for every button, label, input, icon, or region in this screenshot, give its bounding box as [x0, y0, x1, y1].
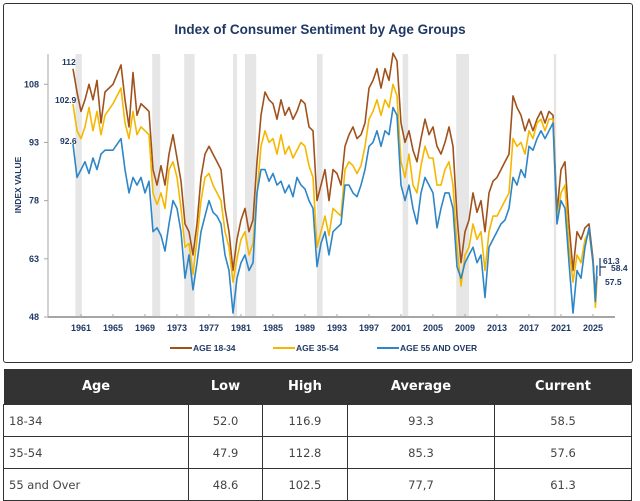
x-tick-label: 2021: [551, 323, 571, 333]
x-tick-label: 1965: [103, 323, 123, 333]
cell-age: 18-34: [2, 404, 190, 437]
annotation-label: 58.4: [611, 263, 628, 273]
y-tick-label: 78: [29, 196, 39, 206]
y-tick-label: 108: [24, 79, 39, 89]
recession-band: [184, 54, 195, 317]
header-low: Low: [188, 369, 263, 405]
header-age: Age: [3, 369, 189, 405]
cell-age: 55 and Over: [2, 468, 190, 501]
cell-current: 57.6: [494, 436, 632, 469]
series-line-age-35-54: [72, 83, 598, 309]
x-tick-label: 1997: [359, 323, 379, 333]
series-lines: [72, 52, 598, 314]
x-tick-label: 1977: [199, 323, 219, 333]
header-average: Average: [347, 369, 495, 405]
end-bracket: [599, 258, 606, 276]
annotation-label: 92.6: [60, 136, 77, 146]
legend-label: AGE 35-54: [296, 343, 339, 353]
table-row: 18-34 52.0 116.9 93.3 58.5: [2, 404, 632, 437]
series-line-age-55-and-over: [72, 106, 598, 314]
x-tick-label: 1969: [135, 323, 155, 333]
legend: AGE 18-34 AGE 35-54 AGE 55 AND OVER: [170, 343, 477, 353]
y-tick-label: 48: [29, 312, 39, 322]
cell-high: 102.5: [261, 468, 348, 501]
header-high: High: [262, 369, 348, 405]
annotations: 112 102.9 92.6 61.358.4 57.5: [55, 57, 628, 287]
x-tick-label: 1993: [327, 323, 347, 333]
x-tick-label: 2013: [487, 323, 507, 333]
x-tick-label: 2001: [391, 323, 411, 333]
cell-high: 116.9: [261, 404, 348, 437]
x-tick-label: 1961: [71, 323, 91, 333]
stats-table: Age Low High Average Current 18-34 52.0 …: [2, 369, 632, 501]
y-tick-label: 93: [29, 137, 39, 147]
y-tick-label: 63: [29, 254, 39, 264]
recession-band: [402, 54, 409, 317]
x-tick-label: 2009: [455, 323, 475, 333]
x-tick-label: 1989: [295, 323, 315, 333]
cell-current: 58.5: [494, 404, 632, 437]
cell-low: 52.0: [188, 404, 263, 437]
cell-current: 61.3: [494, 468, 632, 501]
annotation-label: 112: [62, 57, 76, 67]
x-tick-label: 1985: [263, 323, 283, 333]
axes: 48 63 78 93 108 1961 1965 1969 1973 1977 1981 1985 1…: [24, 54, 615, 333]
cell-low: 47.9: [188, 436, 263, 469]
annotation-label: 61.3: [603, 256, 620, 266]
cell-high: 112.8: [261, 436, 348, 469]
annotation-label: 57.5: [605, 277, 622, 287]
table-header-row: Age Low High Average Current: [3, 369, 632, 405]
cell-average: 85.3: [346, 436, 496, 469]
legend-label: AGE 18-34: [193, 343, 236, 353]
chart-canvas: 48 63 78 93 108 1961 1965 1969 1973 1977 1981 1985 1…: [13, 52, 628, 353]
cell-average: 93.3: [346, 404, 496, 437]
x-tick-label: 2025: [583, 323, 603, 333]
x-tick-label: 2017: [519, 323, 539, 333]
x-tick-label: 1973: [167, 323, 187, 333]
recession-band: [152, 54, 161, 317]
recession-band: [245, 54, 257, 317]
annotation-label: 102.9: [55, 95, 77, 105]
x-tick-label: 2005: [423, 323, 443, 333]
table-row: 35-54 47.9 112.8 85.3 57.6: [2, 436, 632, 469]
x-tick-label: 1981: [231, 323, 251, 333]
legend-label: AGE 55 AND OVER: [400, 343, 477, 353]
cell-age: 35-54: [2, 436, 190, 469]
table-row: 55 and Over 48.6 102.5 77,7 61.3: [2, 468, 632, 501]
header-current: Current: [494, 369, 632, 405]
recession-band: [317, 54, 323, 317]
series-line-age-18-34: [72, 52, 598, 301]
cell-average: 77,7: [346, 468, 496, 501]
recession-band: [75, 54, 82, 317]
cell-low: 48.6: [188, 468, 263, 501]
y-axis-label: INDEX VALUE: [13, 156, 23, 213]
recession-band: [233, 54, 237, 317]
chart-title: Index of Consumer Sentiment by Age Group…: [174, 22, 466, 37]
